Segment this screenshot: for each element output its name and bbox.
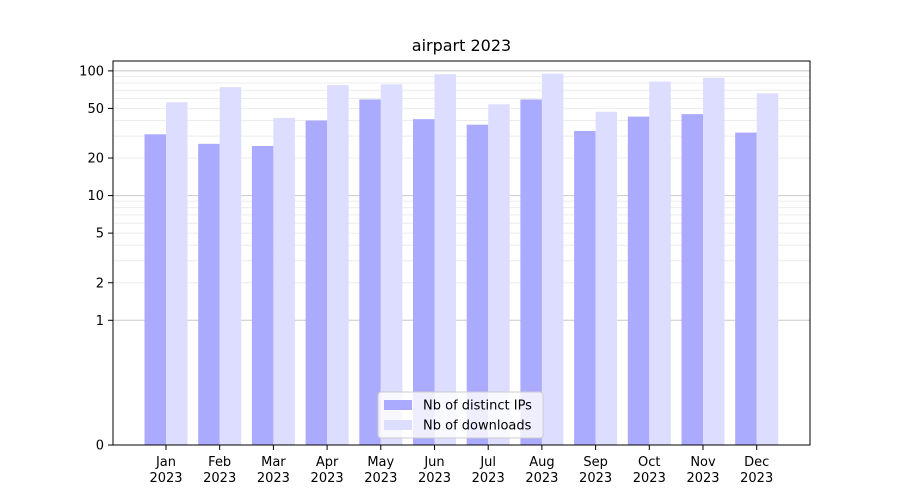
legend: Nb of distinct IPs Nb of downloads (377, 391, 544, 439)
x-tick-label: Mar 2023 (257, 455, 290, 486)
bars (144, 73, 779, 446)
plot-area-frame (112, 60, 811, 446)
x-tick-label: Sep 2023 (579, 455, 612, 486)
x-tick-label: Jul 2023 (472, 455, 505, 486)
bar-distinct-ips (520, 99, 542, 446)
bar-downloads (219, 87, 242, 445)
bar-distinct-ips (627, 116, 650, 445)
bar-distinct-ips (144, 134, 166, 445)
x-tick-label: Aug 2023 (525, 455, 558, 486)
y-tick-label: 20 (87, 152, 104, 167)
bar-distinct-ips (198, 143, 220, 446)
x-tick-label: Nov 2023 (686, 455, 719, 486)
legend-frame (377, 391, 544, 439)
y-tick-label: 0 (96, 439, 104, 454)
bar-distinct-ips (466, 124, 489, 445)
bar-distinct-ips (681, 114, 703, 445)
bar-distinct-ips (251, 145, 274, 446)
x-tick-label: Dec 2023 (740, 455, 773, 486)
bar-downloads (488, 104, 510, 445)
x-tick-label: Jun 2023 (418, 455, 451, 486)
x-tick-label: Oct 2023 (633, 455, 666, 486)
bar-downloads (649, 81, 671, 446)
x-tick-label: May 2023 (364, 455, 397, 486)
x-tick-label: Jan 2023 (149, 455, 182, 486)
y-tick-label: 5 (96, 227, 104, 242)
bar-downloads (595, 111, 618, 445)
y-tick-label: 50 (87, 102, 104, 117)
x-tick-label: Feb 2023 (203, 455, 236, 486)
bar-downloads (380, 84, 403, 445)
bar-downloads (327, 85, 349, 445)
bar-distinct-ips (305, 120, 328, 445)
bar-downloads (541, 73, 564, 446)
legend-label-distinct-ips: Nb of distinct IPs (423, 399, 532, 414)
x-tick-label: Apr 2023 (311, 455, 344, 486)
bar-downloads (273, 117, 295, 445)
bar-distinct-ips (359, 99, 381, 446)
legend-swatch-downloads (384, 420, 412, 430)
chart-title: airpart 2023 (412, 36, 511, 55)
y-tick-label: 100 (79, 64, 104, 79)
y-tick-label: 10 (87, 189, 104, 204)
x-axis: Jan 2023 Feb 2023 Mar 2023 Apr 2023 May 2023 Jun 20… (149, 445, 773, 486)
bar-downloads (166, 102, 188, 446)
legend-swatch-distinct-ips (384, 400, 412, 410)
bar-distinct-ips (413, 119, 435, 446)
y-axis: 0 1 2 5 10 20 50 100 (79, 64, 113, 454)
y-tick-label: 2 (96, 276, 104, 291)
bar-downloads (703, 77, 725, 445)
y-tick-label: 1 (96, 314, 104, 329)
bar-downloads (756, 93, 779, 446)
legend-label-downloads: Nb of downloads (423, 419, 532, 434)
bar-distinct-ips (574, 130, 596, 445)
bar-downloads (434, 74, 456, 445)
bar-distinct-ips (735, 132, 757, 446)
